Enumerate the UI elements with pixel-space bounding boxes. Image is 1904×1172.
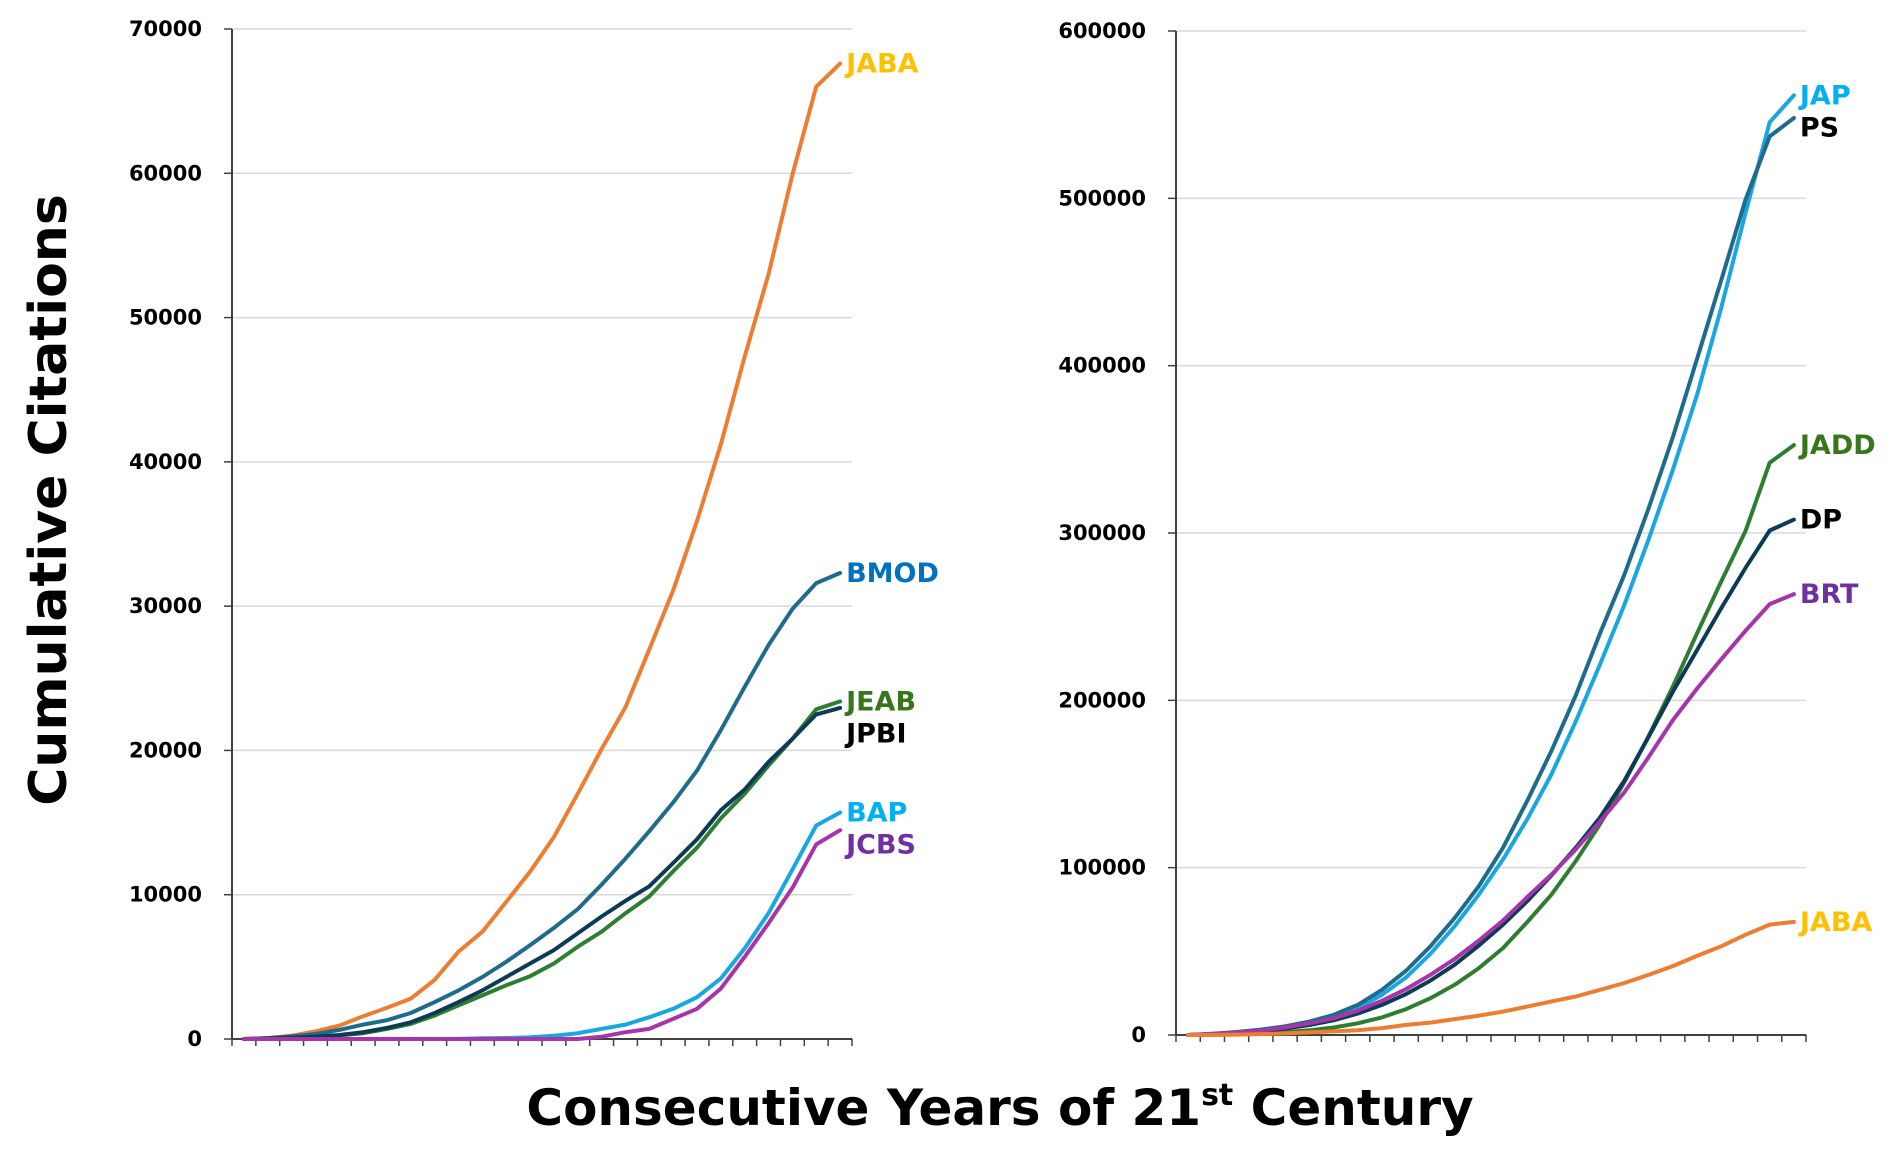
- right-chart: 0 100000 200000 300000 400000 500000 600000 JAP…: [1058, 19, 1875, 1047]
- left-series-line-jaba: [241, 61, 843, 1041]
- right-y-tick-label: 200000: [1058, 688, 1146, 712]
- left-y-tick-label: 0: [187, 1027, 202, 1051]
- right-y-tick-label: 500000: [1058, 186, 1146, 210]
- left-y-tick-label: 60000: [129, 161, 202, 185]
- left-series-label-jeab: JEAB: [844, 686, 916, 717]
- left-series-label-jcbs: JCBS: [844, 829, 916, 860]
- right-y-tick-label: 100000: [1058, 856, 1146, 880]
- x-axis-title-main: Consecutive Years of 21: [526, 1079, 1201, 1137]
- left-series-line-jcbs: [241, 828, 843, 1041]
- left-y-tick-label: 40000: [129, 450, 202, 474]
- right-series-line-brt: [1186, 592, 1796, 1037]
- right-series-label-jadd: JADD: [1798, 430, 1876, 461]
- left-y-tick-label: 50000: [129, 306, 202, 330]
- right-series-label-ps: PS: [1800, 112, 1839, 143]
- right-y-tick-label: 400000: [1058, 354, 1146, 378]
- right-y-tick-label: 300000: [1058, 521, 1146, 545]
- x-axis-title-end: Century: [1233, 1079, 1473, 1137]
- left-series-line-jpbi: [241, 705, 843, 1041]
- left-series-label-jpbi: JPBI: [844, 718, 906, 749]
- right-series-label-jap: JAP: [1798, 80, 1851, 111]
- right-series-line-jaba: [1186, 919, 1796, 1037]
- y-axis-title: Cumulative Citations: [19, 194, 79, 806]
- right-y-tick-label: 600000: [1058, 19, 1146, 43]
- right-series-label-dp: DP: [1800, 505, 1842, 536]
- left-series-line-bmod: [241, 571, 843, 1041]
- right-series-line-ps: [1186, 116, 1796, 1037]
- right-series-label-brt: BRT: [1800, 579, 1859, 610]
- left-chart: 0 10000 20000 30000 40000 50000 60000 70000 JABA…: [129, 17, 939, 1051]
- left-series-label-jaba: JABA: [844, 49, 919, 80]
- right-series-label-jaba: JABA: [1798, 907, 1873, 938]
- left-series-line-bap: [241, 810, 843, 1041]
- right-y-tick-label: 0: [1131, 1023, 1146, 1047]
- right-series-line-jap: [1186, 93, 1796, 1037]
- left-y-tick-label: 30000: [129, 594, 202, 618]
- left-y-tick-label: 70000: [129, 17, 202, 41]
- left-series-label-bap: BAP: [846, 797, 907, 828]
- x-axis-title: Consecutive Years of 21st Century: [526, 1078, 1473, 1137]
- x-axis-title-superscript: st: [1201, 1078, 1233, 1113]
- left-series-label-bmod: BMOD: [846, 558, 939, 589]
- left-y-tick-label: 20000: [129, 738, 202, 762]
- left-y-tick-label: 10000: [129, 883, 202, 907]
- left-series-line-jeab: [241, 699, 843, 1041]
